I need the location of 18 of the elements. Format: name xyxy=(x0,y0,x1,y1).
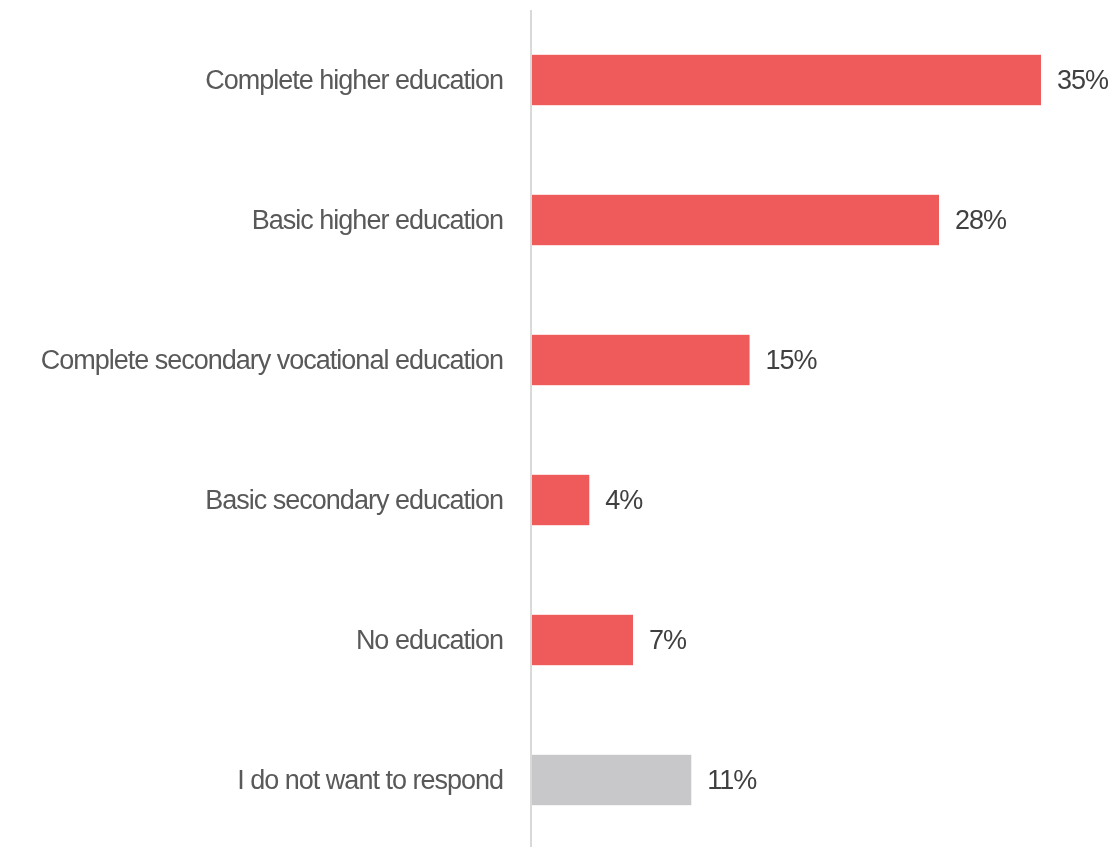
data-label: 28% xyxy=(955,205,1008,236)
data-label: 4% xyxy=(605,485,644,516)
y-tick-label: Basic secondary education xyxy=(205,485,503,516)
bar xyxy=(531,614,633,666)
bar xyxy=(531,194,939,246)
bar xyxy=(531,754,692,806)
y-tick-label: I do not want to respond xyxy=(237,765,503,796)
data-label: 7% xyxy=(649,625,688,656)
y-tick-label: Basic higher education xyxy=(251,205,503,236)
data-label: 35% xyxy=(1057,65,1110,96)
bar xyxy=(531,474,590,526)
bar xyxy=(531,54,1041,106)
bar xyxy=(531,334,750,386)
y-tick-label: Complete higher education xyxy=(205,65,503,96)
data-label: 11% xyxy=(707,765,758,796)
y-tick-label: Complete secondary vocational education xyxy=(40,345,503,376)
y-tick-label: No education xyxy=(355,625,503,656)
data-label: 15% xyxy=(765,345,818,376)
